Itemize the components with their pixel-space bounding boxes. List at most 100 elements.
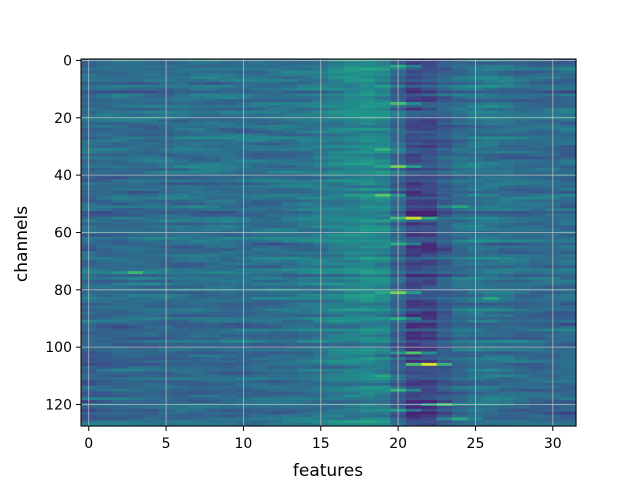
heatmap-cell (173, 153, 190, 158)
heatmap-cell (173, 391, 190, 396)
heatmap-cell (359, 414, 376, 418)
heatmap-cell (405, 322, 422, 327)
heatmap-cell (514, 196, 531, 201)
heatmap-cell (189, 319, 206, 324)
heatmap-cell (514, 268, 531, 272)
heatmap-cell (514, 296, 531, 301)
heatmap-cell (560, 256, 577, 261)
heatmap-cell (297, 268, 314, 272)
heatmap-cell (204, 325, 221, 330)
heatmap-cell (204, 279, 221, 284)
heatmap-cell (328, 314, 345, 318)
heatmap-cell (421, 397, 438, 401)
heatmap-cell (142, 417, 159, 421)
heatmap-cell (142, 268, 159, 272)
heatmap-cell (189, 271, 206, 275)
heatmap-cell (421, 67, 438, 72)
heatmap-cell (483, 265, 500, 269)
heatmap-cell (127, 193, 144, 198)
heatmap-cell (297, 382, 314, 387)
heatmap-cell (142, 182, 159, 186)
heatmap-cell (204, 299, 221, 304)
heatmap-cell (374, 265, 391, 269)
heatmap-cell (297, 79, 314, 83)
heatmap-cell (343, 328, 361, 332)
heatmap-cell (436, 176, 453, 181)
heatmap-cell (560, 365, 577, 370)
heatmap-cell (359, 162, 376, 166)
heatmap-cell (142, 265, 159, 269)
heatmap-cell (282, 248, 299, 252)
heatmap-cell (142, 96, 159, 100)
heatmap-cell (297, 334, 314, 338)
heatmap-cell (359, 185, 376, 189)
heatmap-cell (111, 351, 129, 355)
heatmap-cell (452, 196, 469, 201)
heatmap-cell (142, 253, 159, 258)
heatmap-cell (297, 233, 314, 238)
heatmap-cell (204, 397, 221, 401)
heatmap-cell (374, 76, 391, 80)
heatmap-cell (142, 185, 159, 189)
heatmap-cell (189, 136, 206, 140)
heatmap-cell (343, 70, 361, 74)
heatmap-cell (359, 282, 376, 287)
heatmap-cell (220, 334, 237, 338)
heatmap-cell (343, 228, 361, 232)
heatmap-cell (436, 170, 453, 175)
heatmap-cell (282, 159, 299, 163)
heatmap-cell (514, 420, 531, 424)
heatmap-cell (405, 242, 422, 246)
heatmap-cell (282, 380, 299, 384)
heatmap-cell (127, 130, 144, 135)
heatmap-cell (498, 219, 515, 224)
heatmap-cell (514, 136, 531, 140)
heatmap-cell (452, 188, 469, 192)
heatmap-cell (421, 282, 438, 287)
heatmap-cell (142, 354, 159, 358)
heatmap-cell (111, 119, 129, 123)
heatmap-cell (173, 262, 190, 267)
heatmap-cell (359, 153, 376, 158)
heatmap-cell (220, 342, 237, 347)
heatmap-cell (374, 371, 391, 375)
heatmap-cell (251, 110, 268, 115)
heatmap-cell (560, 130, 577, 135)
heatmap-cell (421, 322, 438, 327)
heatmap-cell (514, 354, 531, 358)
heatmap-cell (529, 354, 546, 358)
heatmap-cell (483, 185, 500, 189)
heatmap-cell (96, 190, 113, 195)
heatmap-cell (204, 351, 221, 355)
heatmap-cell (359, 122, 376, 126)
heatmap-cell (529, 104, 546, 109)
heatmap-cell (514, 282, 531, 287)
heatmap-cell (111, 331, 129, 335)
heatmap-cell (189, 233, 206, 238)
heatmap-cell (374, 156, 391, 160)
heatmap-cell (560, 276, 577, 281)
heatmap-cell (189, 342, 206, 347)
heatmap-cell (436, 377, 453, 381)
heatmap-cell (452, 199, 469, 203)
heatmap-cell (498, 110, 515, 115)
heatmap-cell (374, 411, 391, 416)
heatmap-cell (421, 299, 438, 304)
heatmap-cell (405, 259, 422, 264)
heatmap-cell (374, 185, 391, 189)
heatmap-cell (111, 216, 129, 221)
heatmap-cell (498, 196, 515, 201)
y-axis-label: channels (12, 206, 32, 282)
heatmap-cell (127, 308, 144, 312)
heatmap-cell (436, 159, 453, 163)
heatmap-cell (374, 176, 391, 181)
heatmap-cell (96, 150, 113, 155)
heatmap-cell (297, 239, 314, 244)
heatmap-cell (111, 242, 129, 246)
heatmap-cells (81, 59, 577, 427)
heatmap-cell (405, 305, 422, 310)
heatmap-cell (282, 162, 299, 166)
heatmap-cell (514, 159, 531, 163)
heatmap-cell (359, 159, 376, 163)
heatmap-cell (204, 73, 221, 77)
